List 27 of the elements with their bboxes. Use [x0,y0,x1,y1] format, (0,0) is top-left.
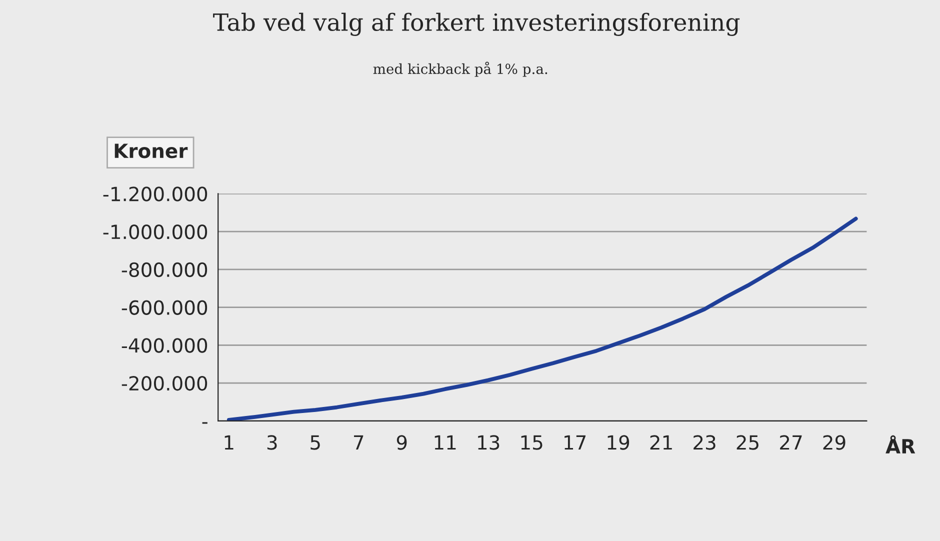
x-tick-label: 23 [694,435,716,450]
x-tick-label: 13 [478,435,500,450]
x-tick-label: 17 [564,435,586,450]
y-tick-label: -1.000.000 [103,224,208,240]
x-tick-label: 25 [736,435,758,450]
y-tick-label: -600.000 [122,300,208,315]
x-tick-label: 9 [396,435,407,450]
x-tick-label: 29 [823,435,846,450]
x-tick-label: 3 [267,435,277,450]
x-axis-title: ÅR [886,435,916,454]
y-tick-label: -200.000 [122,376,208,391]
x-tick-label: 1 [224,435,234,450]
y-axis-title: Kroner [114,144,188,158]
x-tick-label: 19 [608,435,630,450]
x-tick-label: 11 [434,435,456,450]
chart-title: Tab ved valg af forkert investeringsforening [213,12,740,36]
y-tick-label: -800.000 [122,262,208,278]
x-tick-label: 5 [310,435,320,450]
x-tick-label: 27 [780,435,802,450]
y-tick-label: - [202,422,208,424]
x-tick-label: 15 [521,435,542,450]
y-tick-label: -1.200.000 [103,186,208,202]
y-tick-label: -400.000 [122,338,208,353]
x-tick-label: 7 [354,435,364,450]
chart-subtitle: med kickback på 1% p.a. [373,62,548,77]
line-series [226,216,858,421]
x-tick-label: 21 [650,435,672,450]
